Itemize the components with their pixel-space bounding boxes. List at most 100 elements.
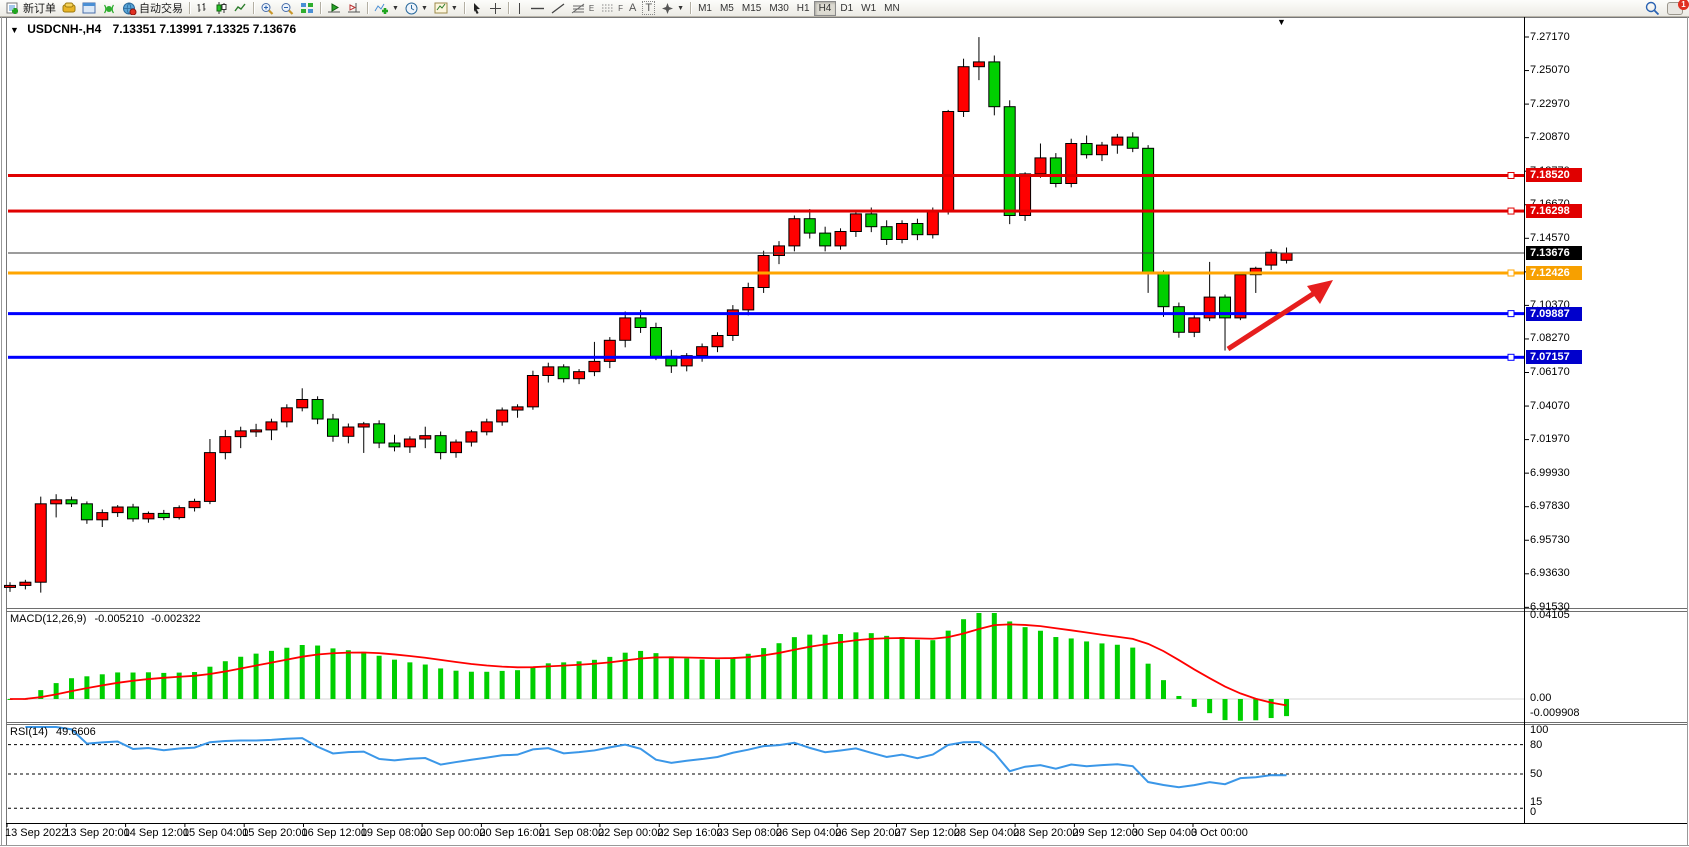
signal-icon [103, 4, 115, 13]
price-level-badge: 7.09887 [1526, 306, 1582, 321]
price-level-badge: 7.12426 [1526, 266, 1582, 280]
crosshair-tool-button[interactable] [486, 1, 505, 16]
price-axis-label: 7.08270 [1530, 332, 1570, 345]
price-level-badge: 7.13676 [1526, 246, 1582, 260]
fibonacci-icon [571, 3, 585, 13]
chart-shift-button[interactable] [344, 1, 364, 16]
time-axis-label: 26 Sep 20:00 [835, 827, 901, 839]
macd-pane[interactable] [8, 612, 1524, 722]
time-axis-label: 27 Sep 12:00 [894, 827, 960, 839]
zoom-out-icon [281, 2, 294, 15]
time-axis-label: 15 Sep 04:00 [182, 827, 249, 839]
auto-scroll-button[interactable] [324, 1, 344, 16]
toolbar-right-group: 1 [1645, 0, 1689, 15]
top-toolbar: 新订单 自动交易 ▼ ▼ [0, 0, 1689, 17]
toolbar-separator [367, 2, 368, 14]
macd-indicator-label: MACD(12,26,9) -0.005210 -0.002322 [10, 613, 201, 625]
terminal-window-button[interactable] [79, 1, 99, 16]
trendline-tool-button[interactable] [548, 1, 568, 16]
price-axis-label: 7.14570 [1530, 231, 1570, 244]
notifications-button[interactable]: 1 [1667, 0, 1689, 15]
cursor-tool-button[interactable] [468, 1, 486, 16]
time-axis-label: 19 Sep 08:00 [360, 827, 427, 839]
auto-trading-icon [123, 2, 137, 15]
timeframe-button-h1[interactable]: H1 [796, 2, 810, 14]
zoom-out-button[interactable] [277, 1, 297, 16]
collapse-triangle-icon[interactable]: ▼ [10, 25, 19, 35]
templates-button[interactable]: ▼ [431, 1, 461, 16]
time-axis-label: 13 Sep 20:00 [64, 827, 130, 839]
notification-count-badge: 1 [1678, 0, 1689, 10]
timeframe-button-d1[interactable]: D1 [840, 2, 854, 14]
indicators-icon [374, 3, 388, 14]
timeframe-button-m1[interactable]: M1 [698, 2, 712, 14]
time-axis-label: 15 Sep 20:00 [242, 827, 308, 839]
auto-trading-button[interactable]: 自动交易 [119, 1, 186, 16]
macd-axis-zero: 0.00 [1530, 692, 1552, 704]
channel-letter: F [618, 3, 624, 13]
rsi-pane[interactable] [8, 725, 1524, 823]
terminal-window-icon [82, 2, 96, 14]
channel-icon [602, 4, 615, 11]
price-axis-label: 7.06170 [1530, 366, 1570, 378]
fibonacci-tool-button[interactable]: E [568, 1, 597, 16]
crosshair-icon [489, 2, 501, 14]
macd-axis-min: -0.009908 [1530, 707, 1580, 719]
timeframe-button-m30[interactable]: M30 [769, 2, 789, 14]
arrows-tool-button[interactable]: ▼ [658, 1, 687, 16]
chart-window-title: ▼ USDCNH-,H4 7.13351 7.13991 7.13325 7.1… [10, 22, 296, 36]
candlestick-mode-button[interactable] [212, 1, 231, 16]
candlestick-icon [216, 2, 227, 14]
tile-windows-button[interactable] [297, 1, 317, 16]
time-axis-label: 16 Sep 12:00 [301, 827, 367, 839]
text-tool-button[interactable]: A [626, 1, 639, 16]
periods-button[interactable]: ▼ [402, 1, 431, 16]
time-axis-label: 28 Sep 04:00 [953, 827, 1020, 839]
price-axis-label: 7.01970 [1530, 433, 1570, 446]
zoom-in-button[interactable] [257, 1, 277, 16]
market-depth-button[interactable] [59, 1, 79, 16]
vertical-line-tool-button[interactable] [512, 1, 527, 16]
text-tool-letter: A [629, 2, 637, 14]
ohlc-readout: 7.13351 7.13991 7.13325 7.13676 [112, 22, 297, 36]
time-axis-label: 28 Sep 20:00 [1013, 827, 1079, 839]
channel-tool-button[interactable]: F [597, 1, 626, 16]
timeframe-button-mn[interactable]: MN [884, 2, 900, 14]
time-axis-label: 22 Sep 16:00 [657, 827, 723, 839]
price-axis-label: 7.27170 [1530, 30, 1570, 43]
search-icon[interactable] [1645, 1, 1659, 15]
indicators-button[interactable]: ▼ [371, 1, 402, 16]
time-axis-label: 29 Sep 12:00 [1072, 827, 1138, 839]
macd-signal-value: -0.002322 [151, 613, 201, 625]
price-level-badge: 7.16298 [1526, 204, 1582, 219]
rsi-axis-label: 100 [1530, 724, 1549, 736]
signals-button[interactable] [99, 1, 119, 16]
new-order-icon [6, 2, 18, 14]
vertical-line-icon [518, 2, 520, 14]
text-label-tool-button[interactable]: T [639, 1, 658, 16]
bar-chart-icon [197, 3, 206, 12]
trendline-icon [551, 2, 565, 14]
timeframe-button-m15[interactable]: M15 [741, 2, 762, 14]
time-axis-label: 30 Sep 04:00 [1131, 827, 1198, 839]
timeframe-button-w1[interactable]: W1 [861, 2, 877, 14]
rsi-indicator-label: RSI(14) 49.6606 [10, 726, 96, 738]
timeframe-button-h4[interactable]: H4 [813, 0, 837, 16]
new-order-button[interactable]: 新订单 [3, 1, 59, 16]
timeframe-button-m5[interactable]: M5 [719, 2, 734, 14]
chart-shift-marker-icon[interactable]: ▼ [1277, 17, 1286, 27]
bar-chart-mode-button[interactable] [193, 1, 212, 16]
time-axis-label: 20 Sep 16:00 [479, 827, 545, 839]
indicators-caret-icon: ▼ [392, 4, 399, 12]
time-axis-label: 21 Sep 08:00 [538, 827, 605, 839]
time-axis-label: 14 Sep 12:00 [123, 827, 190, 839]
horizontal-line-tool-button[interactable] [527, 1, 548, 16]
rsi-axis-label: 0 [1530, 806, 1537, 818]
price-level-badge: 7.18520 [1526, 168, 1582, 183]
main-chart-pane[interactable] [8, 18, 1524, 608]
line-chart-mode-button[interactable] [231, 1, 250, 16]
price-axis-label: 7.25070 [1530, 64, 1570, 77]
rsi-axis-label: 15 [1530, 796, 1543, 808]
toolbar-separator [320, 2, 321, 14]
